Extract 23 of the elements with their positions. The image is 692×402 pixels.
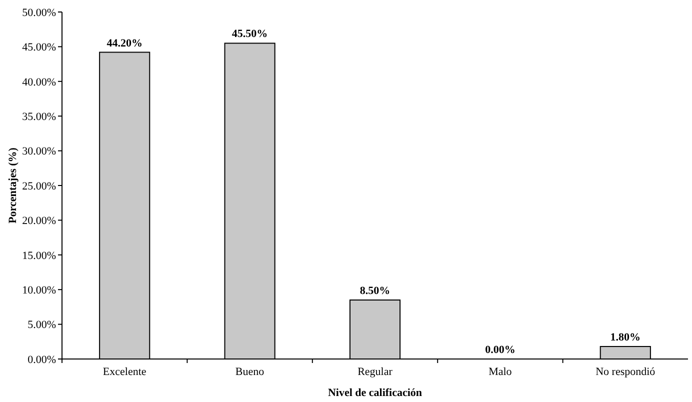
y-tick-label: 10.00% <box>22 284 56 296</box>
data-label: 8.50% <box>360 285 390 298</box>
data-label: 44.20% <box>106 37 142 50</box>
x-tick-label: No respondió <box>596 366 656 378</box>
y-tick-label: 0.00% <box>28 354 56 366</box>
y-axis-title: Porcentajes (%) <box>7 147 19 224</box>
y-tick-label: 35.00% <box>22 110 56 123</box>
x-tick-label: Malo <box>488 366 512 378</box>
x-tick-label: Bueno <box>235 366 265 378</box>
data-label: 1.80% <box>610 332 641 344</box>
y-tick-label: 30.00% <box>22 146 56 158</box>
y-tick-label: 25.00% <box>22 180 56 192</box>
y-tick-label: 40.00% <box>22 76 56 88</box>
x-tick-label: Regular <box>358 366 393 378</box>
data-label: 45.50% <box>232 28 268 40</box>
data-label: 0.00% <box>485 344 516 356</box>
y-tick-label: 5.00% <box>28 319 56 332</box>
y-tick-label: 45.00% <box>22 42 56 54</box>
x-tick-label: Excelente <box>102 366 146 378</box>
y-tick-label: 20.00% <box>22 215 56 228</box>
x-axis-title: Nivel de calificación <box>328 387 422 399</box>
y-tick-label: 15.00% <box>22 250 56 262</box>
y-tick-label: 50.00% <box>22 6 56 19</box>
